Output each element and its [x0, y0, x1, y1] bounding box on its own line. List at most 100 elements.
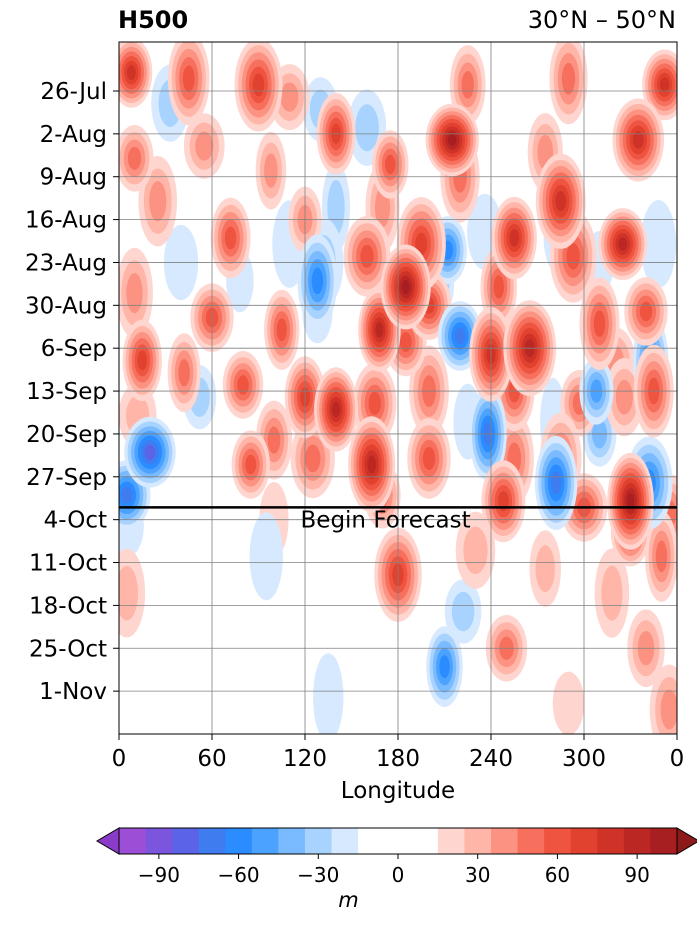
anomaly-blob: [343, 215, 391, 297]
contour-fill: [245, 454, 257, 475]
contour-fill: [360, 244, 374, 268]
contour-fill: [640, 200, 677, 289]
y-tick-label: 11-Oct: [29, 551, 107, 577]
y-tick-label: 26-Jul: [40, 79, 107, 105]
y-tick-label: 20-Sep: [26, 422, 107, 448]
colorbar-under-extend: [96, 827, 120, 855]
contour-fill: [375, 322, 384, 338]
colorbar-over-extend: [676, 827, 697, 855]
anomaly-blob: [425, 103, 479, 177]
contour-fill: [182, 65, 195, 93]
anomaly-blob: [649, 664, 677, 734]
anomaly-blob: [314, 367, 358, 452]
colorbar-segment: [623, 828, 651, 854]
colorbar-segment: [119, 828, 147, 854]
contour-fill: [305, 444, 321, 473]
chart-title: H500: [118, 6, 189, 34]
contour-fill: [615, 379, 633, 415]
y-tick-label: 1-Nov: [39, 679, 107, 705]
x-tick-label: 0: [670, 746, 685, 772]
y-tick-label: 18-Oct: [29, 593, 107, 619]
contour-fill: [120, 486, 133, 504]
anomaly-blob: [642, 49, 677, 121]
anomaly-blob: [210, 197, 251, 279]
anomaly-blob: [640, 200, 677, 289]
y-tick-label: 25-Oct: [29, 636, 107, 662]
x-tick-label: 120: [283, 746, 327, 772]
anomaly-blob: [624, 277, 668, 346]
contour-fill: [276, 318, 287, 342]
y-tick-label: 30-Aug: [25, 293, 107, 319]
contour-fill: [593, 310, 606, 337]
colorbar-segment: [358, 828, 439, 854]
contour-fill: [561, 62, 576, 95]
anomaly-blob: [579, 277, 620, 371]
colorbar-segment: [225, 828, 253, 854]
colorbar-segment: [305, 828, 333, 854]
anomaly-blob: [348, 416, 396, 513]
contour-fill: [415, 232, 428, 256]
anomaly-blob: [297, 234, 338, 328]
contour-fill: [367, 455, 377, 474]
colorbar-tick-label: 0: [392, 863, 405, 887]
contour-fill: [264, 153, 278, 188]
contour-fill: [660, 689, 677, 730]
colorbar-segment: [597, 828, 625, 854]
y-tick-label: 9-Aug: [40, 165, 107, 191]
contour-fill: [224, 226, 237, 250]
anomaly-blob: [371, 130, 409, 199]
anomaly-blob: [380, 244, 431, 330]
x-axis-label: Longitude: [341, 778, 455, 804]
colorbar-segment: [437, 828, 465, 854]
contour-fill: [313, 653, 344, 734]
contour-fill: [552, 671, 585, 734]
colorbar-segment: [570, 828, 598, 854]
contour-fill: [626, 493, 635, 510]
contour-fill: [632, 131, 644, 149]
contour-fill: [399, 332, 412, 352]
contour-fill: [566, 243, 580, 270]
anomaly-blob: [374, 527, 422, 622]
contour-fill: [249, 512, 283, 601]
anomaly-blob: [598, 208, 648, 281]
contour-fill: [237, 375, 249, 395]
colorbar-tick-label: −90: [138, 863, 180, 887]
x-axis: 0 60 120 180 240 300 0: [112, 734, 685, 772]
contour-fill: [195, 131, 214, 161]
anomaly-blob: [231, 430, 270, 499]
contour-fill: [550, 471, 562, 495]
forecast-marker: Begin Forecast: [119, 506, 677, 533]
contour-fill: [127, 146, 142, 170]
contour-fill: [137, 350, 148, 371]
anomaly-blob: [234, 42, 283, 132]
anomaly-blob: [119, 548, 146, 638]
anomaly-blob: [612, 98, 665, 182]
x-tick-label: 0: [112, 746, 127, 772]
contour-fill: [555, 191, 567, 212]
colorbar-segment: [650, 828, 678, 854]
anomaly-blob: [119, 125, 154, 192]
colorbar-segment: [251, 828, 279, 854]
colorbar-tick-label: 30: [465, 863, 490, 887]
colorbar-tick-label: −60: [217, 863, 259, 887]
anomaly-blob: [645, 510, 677, 602]
contour-fill: [144, 444, 156, 460]
anomaly-blob: [119, 247, 153, 339]
y-axis: 26-Jul 2-Aug 9-Aug 16-Aug 23-Aug 30-Aug 6-Sep 1…: [25, 79, 119, 705]
contour-fill: [659, 77, 670, 93]
contour-fill: [252, 73, 265, 97]
contour-fill: [493, 275, 504, 299]
anomaly-blob: [552, 671, 585, 734]
anomaly-blob: [481, 460, 526, 543]
anomaly-blob: [313, 653, 344, 734]
contour-fill: [447, 133, 457, 147]
grid: [119, 42, 677, 734]
contour-fill: [355, 104, 379, 152]
contour-fill: [439, 655, 450, 679]
y-tick-label: 6-Sep: [41, 336, 107, 362]
anomaly-blob: [167, 42, 210, 126]
anomaly-blob: [124, 416, 176, 488]
anomaly-blob: [594, 548, 630, 638]
contour-fill: [149, 181, 167, 222]
anomaly-blob: [407, 418, 451, 499]
